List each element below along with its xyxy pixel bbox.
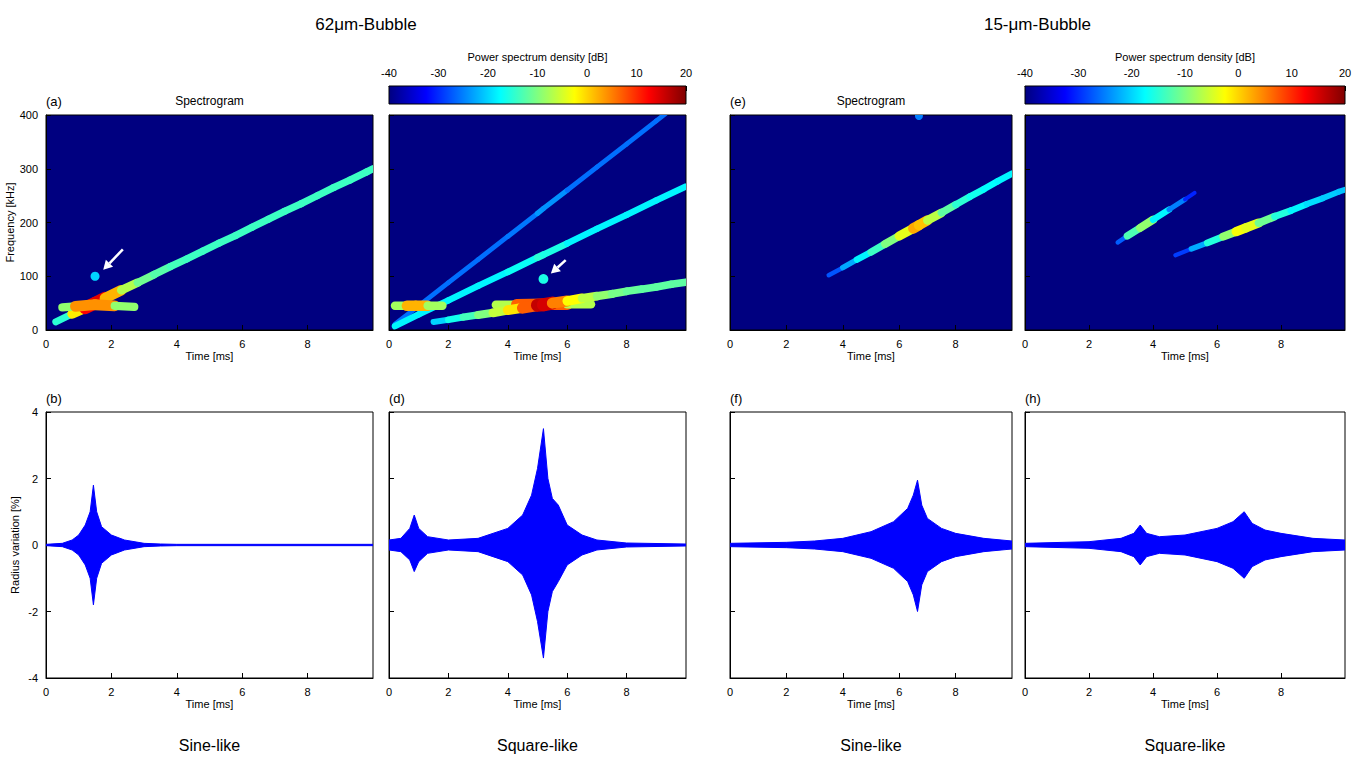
svg-text:2: 2 xyxy=(783,686,789,698)
svg-text:300: 300 xyxy=(20,163,38,175)
svg-text:2: 2 xyxy=(1086,338,1092,350)
svg-text:Frequency [kHz]: Frequency [kHz] xyxy=(4,182,16,262)
svg-text:4: 4 xyxy=(1150,686,1156,698)
svg-text:0: 0 xyxy=(43,338,49,350)
svg-text:2: 2 xyxy=(32,473,38,485)
svg-text:(h): (h) xyxy=(1025,391,1041,406)
svg-text:2: 2 xyxy=(108,338,114,350)
svg-text:20: 20 xyxy=(680,67,692,79)
svg-text:6: 6 xyxy=(239,686,245,698)
svg-text:-2: -2 xyxy=(28,606,38,618)
svg-text:0: 0 xyxy=(1235,67,1241,79)
svg-text:6: 6 xyxy=(1214,686,1220,698)
svg-text:62μm-Bubble: 62μm-Bubble xyxy=(315,15,416,34)
svg-text:Sine-like: Sine-like xyxy=(840,737,901,754)
svg-text:0: 0 xyxy=(386,686,392,698)
svg-text:100: 100 xyxy=(20,270,38,282)
svg-text:0: 0 xyxy=(1022,686,1028,698)
svg-text:0: 0 xyxy=(386,338,392,350)
svg-text:-30: -30 xyxy=(1070,67,1086,79)
svg-text:8: 8 xyxy=(953,686,959,698)
svg-text:8: 8 xyxy=(953,338,959,350)
svg-text:Power spectrum density [dB]: Power spectrum density [dB] xyxy=(1115,51,1255,63)
svg-text:(d): (d) xyxy=(389,391,405,406)
svg-text:Time [ms]: Time [ms] xyxy=(186,350,234,362)
svg-text:6: 6 xyxy=(239,338,245,350)
svg-text:Time [ms]: Time [ms] xyxy=(186,698,234,710)
svg-text:Time [ms]: Time [ms] xyxy=(514,698,562,710)
svg-text:4: 4 xyxy=(174,686,180,698)
svg-text:-10: -10 xyxy=(1177,67,1193,79)
svg-text:Power spectrum density [dB]: Power spectrum density [dB] xyxy=(467,51,607,63)
svg-text:4: 4 xyxy=(32,406,38,418)
svg-text:Time [ms]: Time [ms] xyxy=(1161,698,1209,710)
svg-text:15-μm-Bubble: 15-μm-Bubble xyxy=(984,15,1091,34)
svg-text:0: 0 xyxy=(32,539,38,551)
svg-text:0: 0 xyxy=(1022,338,1028,350)
svg-text:-40: -40 xyxy=(1017,67,1033,79)
svg-text:Time [ms]: Time [ms] xyxy=(1161,350,1209,362)
svg-text:4: 4 xyxy=(840,686,846,698)
svg-text:8: 8 xyxy=(1278,686,1284,698)
svg-text:0: 0 xyxy=(32,324,38,336)
svg-text:4: 4 xyxy=(505,338,511,350)
svg-text:8: 8 xyxy=(305,686,311,698)
svg-text:Time [ms]: Time [ms] xyxy=(847,698,895,710)
svg-text:2: 2 xyxy=(445,686,451,698)
svg-text:4: 4 xyxy=(505,686,511,698)
svg-text:2: 2 xyxy=(783,338,789,350)
svg-text:8: 8 xyxy=(305,338,311,350)
svg-text:400: 400 xyxy=(20,109,38,121)
svg-text:0: 0 xyxy=(584,67,590,79)
svg-text:Spectrogram: Spectrogram xyxy=(175,94,244,108)
svg-text:-20: -20 xyxy=(1124,67,1140,79)
svg-text:-40: -40 xyxy=(381,67,397,79)
svg-text:20: 20 xyxy=(1339,67,1351,79)
svg-text:6: 6 xyxy=(564,686,570,698)
svg-text:8: 8 xyxy=(624,338,630,350)
svg-text:0: 0 xyxy=(43,686,49,698)
svg-text:(a): (a) xyxy=(46,94,62,109)
svg-text:6: 6 xyxy=(896,686,902,698)
svg-text:-30: -30 xyxy=(431,67,447,79)
svg-text:4: 4 xyxy=(840,338,846,350)
svg-text:-20: -20 xyxy=(480,67,496,79)
svg-text:Square-like: Square-like xyxy=(1145,737,1226,754)
svg-text:8: 8 xyxy=(1278,338,1284,350)
svg-text:(f): (f) xyxy=(730,391,742,406)
svg-text:0: 0 xyxy=(727,338,733,350)
svg-text:0: 0 xyxy=(727,686,733,698)
svg-text:(b): (b) xyxy=(46,391,62,406)
svg-text:4: 4 xyxy=(1150,338,1156,350)
svg-text:6: 6 xyxy=(896,338,902,350)
svg-text:10: 10 xyxy=(630,67,642,79)
svg-text:Time [ms]: Time [ms] xyxy=(514,350,562,362)
svg-text:2: 2 xyxy=(108,686,114,698)
svg-text:4: 4 xyxy=(174,338,180,350)
svg-text:-4: -4 xyxy=(28,672,38,684)
svg-text:6: 6 xyxy=(1214,338,1220,350)
svg-text:(e): (e) xyxy=(730,94,746,109)
svg-text:2: 2 xyxy=(445,338,451,350)
svg-text:200: 200 xyxy=(20,217,38,229)
svg-text:Time [ms]: Time [ms] xyxy=(847,350,895,362)
svg-text:-10: -10 xyxy=(530,67,546,79)
svg-text:2: 2 xyxy=(1086,686,1092,698)
svg-text:8: 8 xyxy=(624,686,630,698)
svg-text:Sine-like: Sine-like xyxy=(179,737,240,754)
svg-text:Spectrogram: Spectrogram xyxy=(837,94,906,108)
svg-text:6: 6 xyxy=(564,338,570,350)
svg-text:10: 10 xyxy=(1286,67,1298,79)
svg-text:Square-like: Square-like xyxy=(497,737,578,754)
svg-text:Radius variation [%]: Radius variation [%] xyxy=(9,496,21,594)
